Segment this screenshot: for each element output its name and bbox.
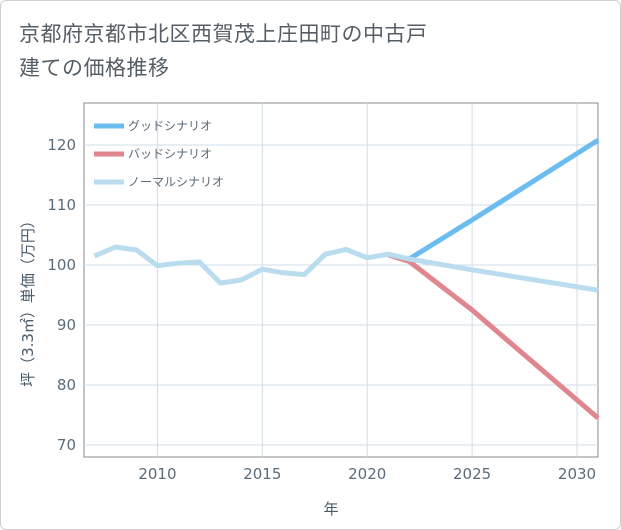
y-tick-labels: 70 80 90 100 110 120 — [47, 136, 76, 454]
chart-title: 京都府京都市北区西賀茂上庄田町の中古戸建ての価格推移 — [19, 22, 428, 80]
y-axis-label: 坪（3.3㎡）単価（万円） — [19, 213, 37, 387]
x-tick-label: 2030 — [558, 465, 596, 483]
series-lines — [93, 138, 600, 420]
legend-label: バッドシナリオ — [128, 147, 212, 161]
plot-area — [83, 102, 599, 458]
y-tick-label: 70 — [57, 436, 76, 454]
legend-label: グッドシナリオ — [128, 119, 212, 133]
x-tick-label: 2015 — [243, 465, 281, 483]
legend-label: ノーマルシナリオ — [128, 175, 224, 189]
y-tick-label: 90 — [57, 316, 76, 334]
y-tick-label: 110 — [47, 196, 76, 214]
x-tick-labels: 2010 2015 2020 2025 2030 — [138, 465, 596, 483]
x-tick-label: 2020 — [348, 465, 386, 483]
series-line-2 — [93, 244, 599, 293]
x-tick-label: 2025 — [453, 465, 491, 483]
y-tick-label: 100 — [47, 256, 76, 274]
y-tick-label: 80 — [57, 376, 76, 394]
x-tick-label: 2010 — [138, 465, 176, 483]
x-axis-label: 年 — [323, 500, 338, 518]
y-tick-label: 120 — [47, 136, 76, 154]
